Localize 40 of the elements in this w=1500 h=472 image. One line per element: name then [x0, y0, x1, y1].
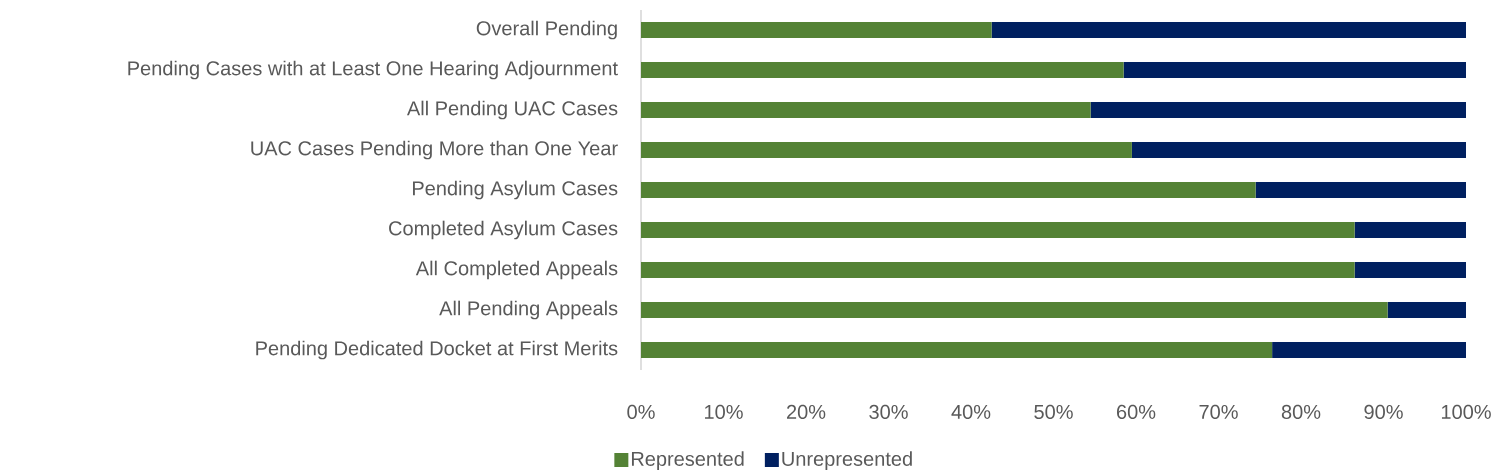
bar	[1123, 62, 1467, 79]
bar	[1090, 102, 1467, 119]
y-tick-label: Pending Cases with at Least One Hearing Adjournment	[128, 60, 618, 80]
y-tick-label: Completed Asylum Cases	[389, 220, 618, 240]
bar	[641, 262, 1355, 278]
bar	[641, 182, 1256, 199]
legend-label: Represented	[631, 451, 744, 470]
x-tick-label: 90%	[1364, 404, 1403, 420]
bar	[641, 142, 1132, 159]
bar	[1272, 342, 1467, 358]
x-tick-label: 30%	[869, 404, 908, 420]
y-tick-label: Pending Asylum Cases	[413, 180, 618, 200]
bar	[1354, 262, 1467, 278]
y-tick-label: All Completed Appeals	[415, 260, 618, 280]
x-tick-label: 50%	[1034, 404, 1073, 420]
bar	[641, 102, 1091, 119]
bar	[641, 302, 1388, 318]
x-tick-label: 40%	[951, 404, 991, 420]
bar	[1387, 302, 1467, 318]
x-tick-label: 100%	[1441, 404, 1491, 420]
bar	[641, 62, 1124, 79]
bar	[1131, 142, 1467, 159]
y-tick-label: All Pending UAC Cases	[406, 100, 618, 120]
bar	[641, 222, 1355, 239]
x-tick-label: 60%	[1117, 404, 1156, 420]
x-tick-label: 20%	[786, 404, 826, 420]
bar	[641, 22, 992, 39]
bar	[991, 22, 1467, 39]
bar	[641, 342, 1273, 358]
y-tick-label: Overall Pending	[476, 20, 617, 40]
legend-label: Unrepresented	[782, 451, 912, 470]
x-tick-label: 70%	[1199, 404, 1238, 420]
x-tick-label: 0%	[627, 404, 655, 420]
bar	[1354, 222, 1467, 239]
y-tick-label: All Pending Appeals	[439, 300, 618, 320]
bar	[1255, 182, 1467, 199]
y-tick-label: UAC Cases Pending More than One Year	[251, 140, 618, 160]
x-tick-label: 80%	[1281, 404, 1321, 420]
y-tick-label: Pending Dedicated Docket at First Merits	[256, 340, 618, 360]
x-tick-label: 10%	[705, 404, 743, 420]
